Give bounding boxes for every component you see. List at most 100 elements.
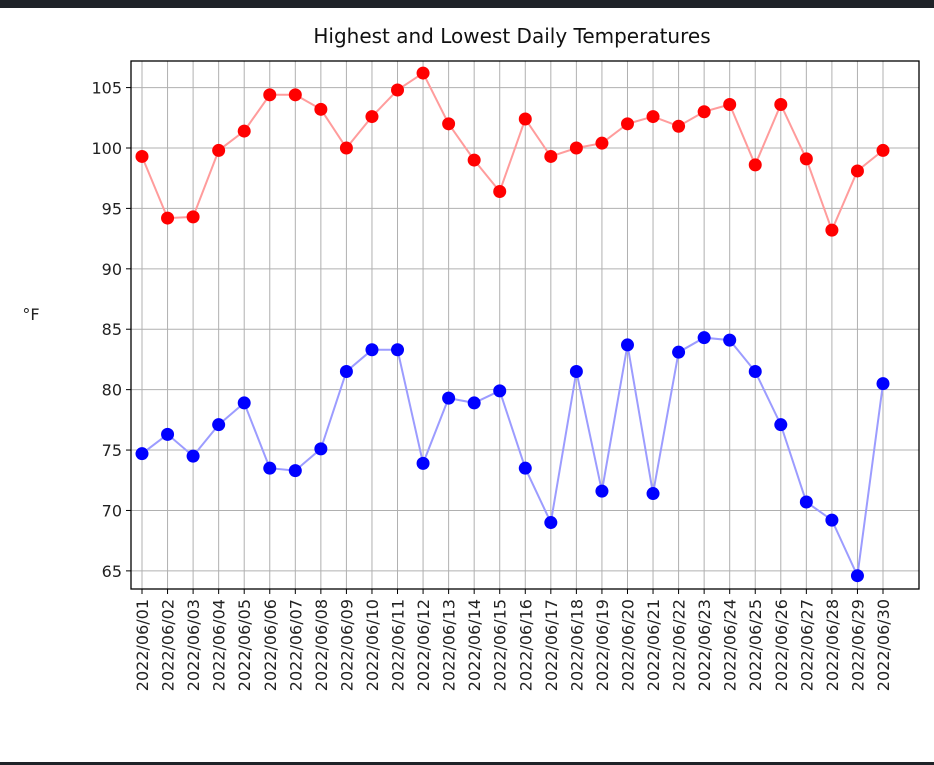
series-point-0 <box>595 136 609 150</box>
series-point-1 <box>595 484 609 498</box>
x-tick-label: 2022/06/13 <box>440 599 459 691</box>
series-point-1 <box>339 365 353 379</box>
series-point-1 <box>723 333 737 347</box>
chart-title: Highest and Lowest Daily Temperatures <box>313 24 710 48</box>
x-tick-label: 2022/06/04 <box>210 599 229 691</box>
y-tick-label: 85 <box>102 320 122 339</box>
series-point-1 <box>774 418 788 432</box>
series-point-0 <box>161 211 175 225</box>
series-point-0 <box>288 88 302 102</box>
series-point-1 <box>391 343 405 357</box>
series-point-0 <box>748 158 762 172</box>
series-point-0 <box>186 210 200 224</box>
series-point-0 <box>774 97 788 111</box>
series-point-0 <box>467 153 481 167</box>
series-point-1 <box>314 442 328 456</box>
grid <box>131 61 919 589</box>
series-point-1 <box>850 569 864 583</box>
series-point-0 <box>825 223 839 237</box>
series-point-0 <box>339 141 353 155</box>
series-point-0 <box>314 102 328 116</box>
series-point-1 <box>620 338 634 352</box>
series-point-0 <box>365 110 379 124</box>
series-point-0 <box>135 149 149 163</box>
x-tick-label: 2022/06/22 <box>670 599 689 691</box>
chart-figure: 65 70 75 80 85 90 95 100 105 2022/06/01 2022/06/0… <box>0 8 934 762</box>
series-point-0 <box>697 105 711 119</box>
series-point-1 <box>825 513 839 527</box>
series-point-1 <box>237 396 251 410</box>
x-tick-label: 2022/06/17 <box>542 599 561 691</box>
series-point-1 <box>263 461 277 475</box>
x-tick-label: 2022/06/18 <box>567 599 586 691</box>
series-point-0 <box>518 112 532 126</box>
x-tick-label: 2022/06/08 <box>312 599 331 691</box>
x-tick-label: 2022/06/12 <box>414 599 433 691</box>
x-tick-label: 2022/06/27 <box>797 599 816 691</box>
x-tick-label: 2022/06/09 <box>337 599 356 691</box>
y-tick-label: 95 <box>102 199 122 218</box>
x-tick-label: 2022/06/14 <box>465 599 484 691</box>
x-tick-label: 2022/06/16 <box>516 599 535 691</box>
series-point-1 <box>646 487 660 501</box>
series-point-0 <box>569 141 583 155</box>
series-point-1 <box>365 343 379 357</box>
y-tick-label: 75 <box>102 441 122 460</box>
x-tick-label: 2022/06/25 <box>746 599 765 691</box>
x-tick-label: 2022/06/02 <box>159 599 178 691</box>
x-tick-label: 2022/06/10 <box>363 599 382 691</box>
series-point-1 <box>212 418 226 432</box>
y-tick-label: 105 <box>91 79 122 98</box>
x-tick-label: 2022/06/19 <box>593 599 612 691</box>
series-point-0 <box>442 117 456 131</box>
series-lines <box>141 71 884 580</box>
x-tick-label: 2022/06/30 <box>874 599 893 691</box>
series-points <box>135 66 890 583</box>
series-point-1 <box>672 345 686 359</box>
series-point-0 <box>646 110 660 124</box>
x-tick-label: 2022/06/24 <box>721 599 740 691</box>
series-point-0 <box>876 143 890 157</box>
series-point-0 <box>416 66 430 80</box>
y-tick-label: 70 <box>102 501 122 520</box>
x-tick-label: 2022/06/07 <box>286 599 305 691</box>
series-point-1 <box>748 365 762 379</box>
x-tick-label: 2022/06/06 <box>261 599 280 691</box>
y-axis-label: °F <box>22 305 39 324</box>
series-point-0 <box>850 164 864 178</box>
series-point-0 <box>723 97 737 111</box>
y-axis-ticks: 65 70 75 80 85 90 95 100 105 <box>91 79 131 581</box>
x-tick-label: 2022/06/11 <box>389 599 408 691</box>
series-point-1 <box>876 377 890 391</box>
y-tick-label: 65 <box>102 562 122 581</box>
x-tick-label: 2022/06/26 <box>772 599 791 691</box>
series-point-1 <box>467 396 481 410</box>
series-point-0 <box>391 83 405 97</box>
series-point-1 <box>186 449 200 463</box>
series-point-0 <box>544 149 558 163</box>
x-tick-label: 2022/06/03 <box>184 599 203 691</box>
x-tick-label: 2022/06/28 <box>823 599 842 691</box>
series-point-0 <box>672 119 686 133</box>
series-point-0 <box>493 184 507 198</box>
x-tick-label: 2022/06/20 <box>618 599 637 691</box>
series-point-1 <box>288 464 302 478</box>
series-point-1 <box>493 384 507 398</box>
y-tick-label: 90 <box>102 260 122 279</box>
series-point-1 <box>697 331 711 345</box>
series-point-0 <box>263 88 277 102</box>
series-line-1 <box>141 336 884 580</box>
x-tick-label: 2022/06/21 <box>644 599 663 691</box>
series-line-0 <box>141 71 884 233</box>
x-axis-ticks: 2022/06/01 2022/06/02 2022/06/03 2022/06/04… <box>133 589 893 691</box>
series-point-1 <box>518 461 532 475</box>
x-tick-label: 2022/06/15 <box>491 599 510 691</box>
series-point-1 <box>161 427 175 441</box>
series-point-0 <box>212 143 226 157</box>
series-point-0 <box>237 124 251 138</box>
series-point-0 <box>620 117 634 131</box>
series-point-1 <box>799 495 813 509</box>
y-tick-label: 80 <box>102 381 122 400</box>
series-point-0 <box>799 152 813 166</box>
